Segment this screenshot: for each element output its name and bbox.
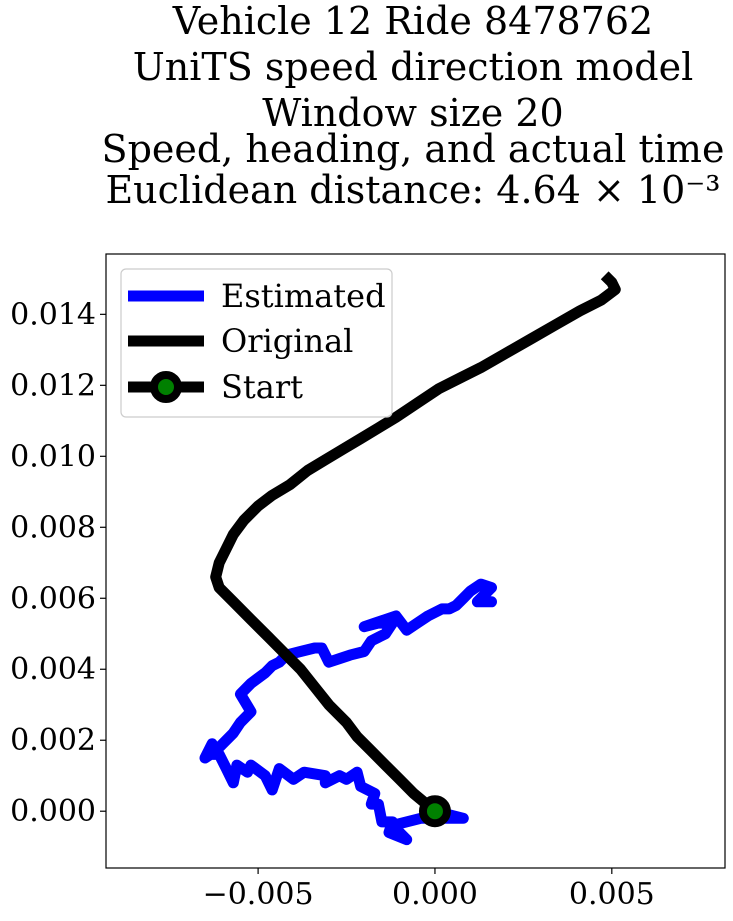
title-line-2: UniTS speed direction model bbox=[133, 45, 693, 89]
legend-box bbox=[120, 268, 393, 418]
legend-label-start: Start bbox=[221, 368, 303, 406]
axes-frame bbox=[105, 253, 726, 869]
x-tick-label: 0.005 bbox=[569, 877, 655, 912]
y-tick-label: 0.012 bbox=[10, 368, 96, 403]
axes: −0.005 0.000 0.005 0.000 0.002 0.004 0.006 0.00… bbox=[10, 253, 726, 912]
series-line-estimated bbox=[199, 578, 497, 846]
title-line-1: Vehicle 12 Ride 8478762 bbox=[172, 0, 653, 43]
series-line-original bbox=[210, 271, 621, 816]
y-tick-label: 0.014 bbox=[10, 297, 96, 332]
plot-area bbox=[199, 271, 621, 846]
chart-title: Vehicle 12 Ride 8478762 UniTS speed dire… bbox=[102, 0, 725, 212]
title-line-5: Euclidean distance: 4.64 × 10⁻³ bbox=[105, 168, 720, 212]
legend-label-estimated: Estimated bbox=[221, 277, 386, 315]
legend-start-marker bbox=[150, 371, 182, 403]
title-line-4: Speed, heading, and actual time bbox=[102, 127, 725, 171]
y-tick-label: 0.000 bbox=[10, 794, 96, 829]
x-tick-label: −0.005 bbox=[203, 877, 314, 912]
legend: Estimated Original Start bbox=[120, 268, 393, 418]
legend-label-original: Original bbox=[221, 322, 353, 360]
y-tick-label: 0.006 bbox=[10, 581, 96, 616]
y-tick-label: 0.002 bbox=[10, 723, 96, 758]
title-line-3: Window size 20 bbox=[262, 91, 563, 135]
start-marker bbox=[418, 795, 451, 828]
y-tick-label: 0.004 bbox=[10, 652, 96, 687]
x-tick-label: 0.000 bbox=[392, 877, 478, 912]
y-tick-label: 0.010 bbox=[10, 439, 96, 474]
y-tick-label: 0.008 bbox=[10, 510, 96, 545]
